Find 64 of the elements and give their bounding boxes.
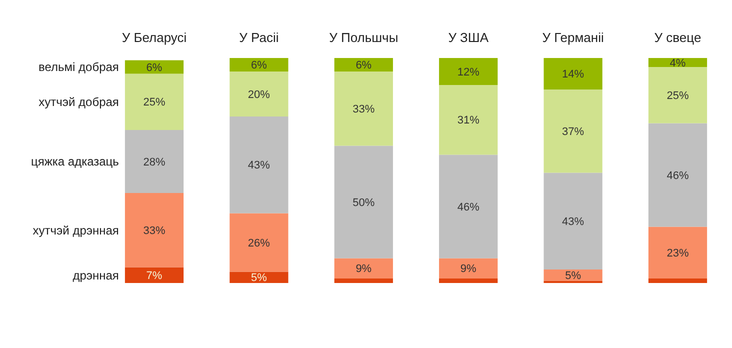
data-label: 26% (248, 237, 270, 250)
bar (334, 72, 393, 146)
data-label: 33% (143, 224, 166, 237)
bar (544, 90, 602, 173)
bar (648, 123, 708, 227)
bar (124, 74, 184, 130)
series-label: дрэнная (72, 268, 119, 282)
bar (124, 60, 184, 74)
bar (124, 130, 184, 193)
x-tick-label: У Польшчы (329, 30, 398, 45)
data-label: 23% (666, 247, 689, 260)
series-label: хутчэй дрэнная (32, 223, 119, 238)
bar (544, 172, 602, 270)
series-label: вельмі добрая (38, 60, 119, 74)
data-label: 25% (143, 96, 166, 109)
bar (544, 58, 602, 90)
data-label: 20% (248, 88, 270, 101)
bar (439, 154, 498, 258)
data-label: 4% (670, 57, 686, 70)
bar (334, 58, 393, 72)
bar (230, 213, 288, 272)
x-tick-label: У ЗША (448, 30, 489, 45)
bar (648, 278, 708, 283)
bar (439, 58, 498, 85)
bar (439, 258, 498, 278)
data-label: 14% (562, 68, 584, 81)
data-label: 50% (352, 196, 375, 209)
data-label: 5% (251, 272, 268, 284)
data-label: 6% (356, 60, 372, 72)
x-tick-label: У свеце (654, 30, 702, 45)
data-label: 6% (251, 60, 268, 72)
bar (648, 67, 708, 124)
data-label: 31% (457, 114, 480, 127)
bar (124, 193, 184, 268)
bar (648, 226, 708, 278)
data-label: 46% (457, 201, 480, 214)
x-tick-label: У Расіі (239, 30, 279, 45)
data-label: 5% (565, 270, 582, 282)
series-label: цяжка адказаць (30, 154, 119, 169)
bar (439, 278, 498, 283)
data-label: 6% (146, 62, 162, 74)
data-label: 7% (146, 270, 162, 282)
bar (544, 270, 602, 281)
bar (230, 72, 288, 116)
bar (230, 58, 288, 72)
series-label: хутчэй добрая (38, 95, 119, 110)
data-label: 33% (352, 103, 375, 116)
bar (439, 85, 498, 155)
bar (334, 258, 393, 278)
data-label: 28% (143, 156, 166, 168)
bar (334, 146, 393, 258)
bar (334, 278, 393, 283)
data-label: 43% (562, 216, 584, 228)
data-label: 46% (666, 170, 689, 182)
data-label: 43% (248, 160, 270, 172)
data-label: 37% (562, 126, 584, 138)
x-tick-label: У Беларусі (122, 30, 187, 45)
bar (230, 116, 288, 214)
data-label: 12% (457, 66, 480, 78)
x-tick-label: У Германіі (542, 30, 604, 45)
data-label: 9% (460, 263, 477, 276)
data-label: 25% (666, 90, 689, 102)
bar (124, 267, 184, 283)
data-label: 9% (356, 263, 372, 276)
